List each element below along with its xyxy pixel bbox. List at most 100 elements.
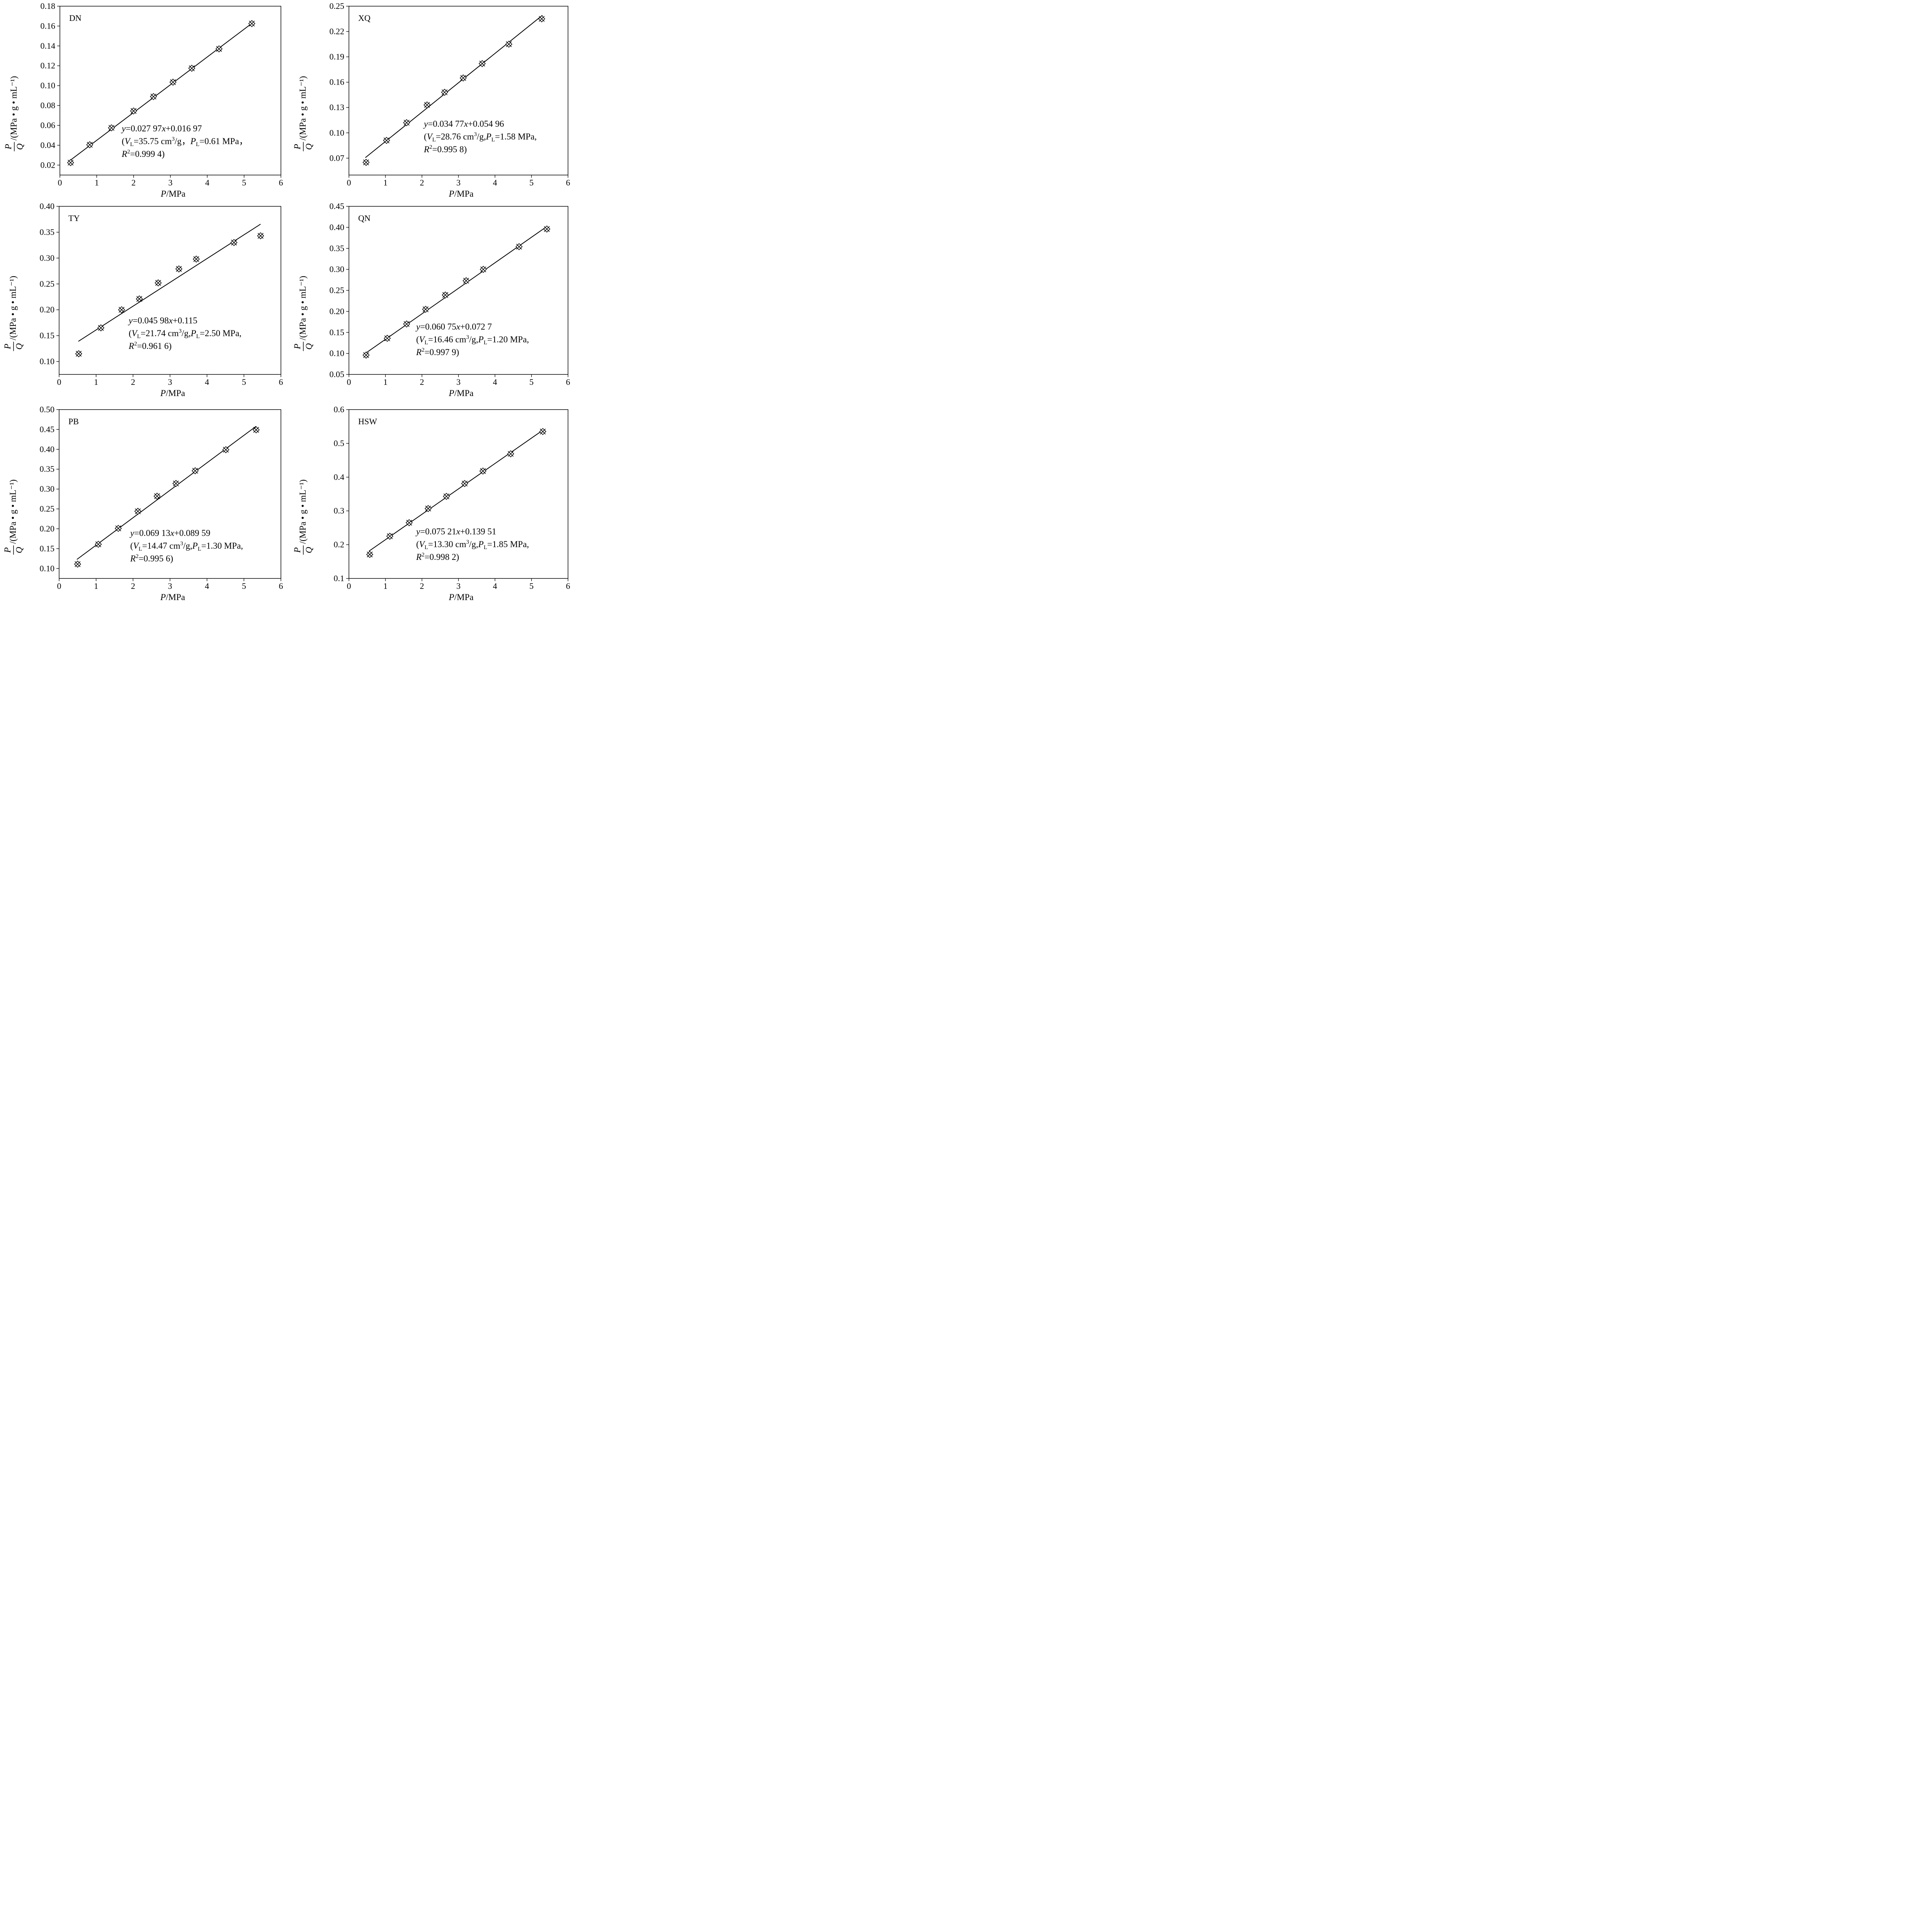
panel-xq-data-point <box>383 137 390 144</box>
panel-dn-y-tick-label: 0.14 <box>41 41 56 51</box>
panel-dn-data-point <box>169 78 177 86</box>
panel-ty-y-tick-label: 0.30 <box>40 253 55 263</box>
svg-text:Q: Q <box>304 547 314 553</box>
panel-pb-fit-equation: y=0.069 13x+0.089 59 <box>129 528 210 538</box>
panel-qn-fit-line <box>364 226 547 355</box>
panel-hsw-y-tick-label: 0.1 <box>334 573 345 583</box>
panel-xq-y-tick-label: 0.19 <box>330 52 345 61</box>
panel-dn-y-tick-label: 0.10 <box>41 81 56 90</box>
svg-text:/(MPa • g • mL⁻¹): /(MPa • g • mL⁻¹) <box>298 480 308 544</box>
panel-xq-data-point <box>423 101 431 109</box>
panel-qn-data-point <box>515 243 523 250</box>
svg-text:P: P <box>3 344 12 349</box>
panel-pb-x-tick-label: 2 <box>131 581 135 591</box>
panel-dn-langmuir-params: (VL=35.75 cm3/g，PL=0.61 MPa， <box>122 136 248 148</box>
svg-text:/(MPa • g • mL⁻¹): /(MPa • g • mL⁻¹) <box>8 480 18 544</box>
panel-qn-data-point <box>362 351 370 359</box>
panel-dn: 0 1 2 3 4 5 6 0.02 0.04 0.06 0.08 0.10 0.12 0.14 0.16 0… <box>3 1 283 199</box>
panel-ty-y-tick-label: 0.25 <box>40 279 55 289</box>
panel-dn-fit-line <box>69 22 254 162</box>
panel-pb-y-tick-label: 0.40 <box>40 444 55 454</box>
svg-text:/(MPa • g • mL⁻¹): /(MPa • g • mL⁻¹) <box>8 276 18 340</box>
panel-xq-y-tick-label: 0.16 <box>330 77 345 87</box>
panel-pb-x-tick-label: 0 <box>57 581 61 591</box>
panel-ty-data-point <box>75 350 82 357</box>
panel-pb-x-tick-label: 5 <box>242 581 246 591</box>
svg-text:/(MPa • g • mL⁻¹): /(MPa • g • mL⁻¹) <box>298 76 308 141</box>
panel-pb-data-point <box>95 541 102 548</box>
panel-dn-data-point <box>188 65 196 72</box>
panel-pb-data-point <box>252 426 260 434</box>
panel-qn-data-point <box>422 306 429 313</box>
panel-dn-data-point <box>248 20 255 27</box>
svg-text:P: P <box>293 547 302 553</box>
panel-qn-y-tick-label: 0.40 <box>330 222 345 232</box>
panel-pb-y-tick-label: 0.15 <box>40 544 55 553</box>
panel-qn-fit-equation: y=0.060 75x+0.072 7 <box>415 322 492 332</box>
panel-xq-data-point <box>505 41 513 48</box>
panel-hsw-data-point <box>461 480 468 487</box>
panel-hsw-y-tick-label: 0.2 <box>334 540 345 549</box>
panel-xq-y-tick-label: 0.07 <box>330 153 345 163</box>
panel-qn-y-tick-label: 0.20 <box>330 306 345 316</box>
panel-xq-y-axis-title: P Q /(MPa • g • mL⁻¹) <box>293 76 314 151</box>
panel-pb-x-axis-title: P/MPa <box>160 592 185 602</box>
panel-pb-x-tick-label: 1 <box>94 581 98 591</box>
panel-qn-x-tick-label: 2 <box>420 377 424 387</box>
panel-ty-y-tick-label: 0.10 <box>40 357 55 366</box>
panel-ty-label: TY <box>68 213 80 223</box>
svg-text:Q: Q <box>14 343 24 350</box>
panel-xq-label: XQ <box>358 13 371 23</box>
panel-pb-y-tick-label: 0.45 <box>40 424 55 434</box>
panel-qn-r-squared: R2=0.997 9) <box>416 347 459 357</box>
panel-ty-y-tick-label: 0.20 <box>40 305 55 315</box>
panel-ty-data-point <box>136 295 143 303</box>
panel-hsw-y-tick-label: 0.6 <box>334 405 345 414</box>
panel-xq-x-tick-label: 5 <box>529 178 534 187</box>
panel-pb-y-tick-label: 0.20 <box>40 524 55 533</box>
panel-pb-y-tick-label: 0.10 <box>40 563 55 573</box>
panel-ty-data-point <box>192 255 200 263</box>
panel-qn-langmuir-params: (VL=16.46 cm3/g,PL=1.20 MPa, <box>416 334 529 346</box>
panel-dn-y-tick-label: 0.18 <box>41 1 56 11</box>
panel-qn-data-point <box>463 277 470 284</box>
svg-text:Q: Q <box>15 143 25 150</box>
panel-ty-x-axis-title: P/MPa <box>160 388 185 398</box>
panel-qn: 0 1 2 3 4 5 6 0.05 0.10 0.15 0.20 0.25 0.30 0.35 0.40 0… <box>293 201 570 398</box>
panel-hsw-x-tick-label: 3 <box>456 581 461 591</box>
panel-dn-y-tick-label: 0.02 <box>41 160 56 170</box>
panel-xq-data-point <box>478 60 486 67</box>
panel-pb-y-tick-label: 0.30 <box>40 484 55 494</box>
panel-qn-label: QN <box>358 213 371 223</box>
panel-xq-x-tick-label: 3 <box>456 178 461 187</box>
svg-text:Q: Q <box>304 143 314 150</box>
panel-dn-y-axis-title: P Q /(MPa • g • mL⁻¹) <box>3 76 25 151</box>
panel-pb-r-squared: R2=0.995 6) <box>130 553 173 563</box>
panel-hsw-x-tick-label: 0 <box>347 581 351 591</box>
langmuir-fit-figure: 0 1 2 3 4 5 60.020.040.060.080.100.120.140.160… <box>3 1 570 602</box>
panel-xq-langmuir-params: (VL=28.76 cm3/g,PL=1.58 MPa, <box>424 131 537 143</box>
panel-dn-data-point <box>86 141 94 148</box>
panel-ty-x-tick-label: 6 <box>279 377 283 387</box>
panel-qn-y-tick-label: 0.15 <box>330 327 345 337</box>
panel-dn-data-point <box>215 45 223 53</box>
panel-ty-data-point <box>118 306 125 313</box>
panel-xq-y-tick-label: 0.22 <box>330 27 345 36</box>
panel-hsw-y-tick-label: 0.5 <box>334 438 345 448</box>
panel-pb-fit-line <box>77 426 257 560</box>
panel-hsw-data-point <box>479 467 486 475</box>
panel-ty-data-point <box>155 279 162 287</box>
panel-qn-data-point <box>403 320 410 328</box>
panel-ty-r-squared: R2=0.961 6) <box>128 341 172 351</box>
panel-dn-r-squared: R2=0.999 4) <box>121 149 165 159</box>
panel-ty-data-point <box>230 239 238 246</box>
panel-pb-y-axis-title: P Q /(MPa • g • mL⁻¹) <box>3 480 24 555</box>
panel-xq: 0 1 2 3 4 5 6 0.07 0.10 0.13 0.16 0.19 0.22 0.25 XQ y=0… <box>293 1 570 199</box>
panel-qn-x-tick-label: 4 <box>493 377 497 387</box>
panel-xq-y-tick-label: 0.25 <box>330 1 345 11</box>
panel-qn-y-tick-label: 0.05 <box>330 369 345 379</box>
panel-qn-data-point <box>480 266 487 273</box>
panel-pb-data-point <box>153 493 161 500</box>
panel-ty-fit-line <box>78 224 261 342</box>
panel-xq-data-point <box>441 88 448 96</box>
